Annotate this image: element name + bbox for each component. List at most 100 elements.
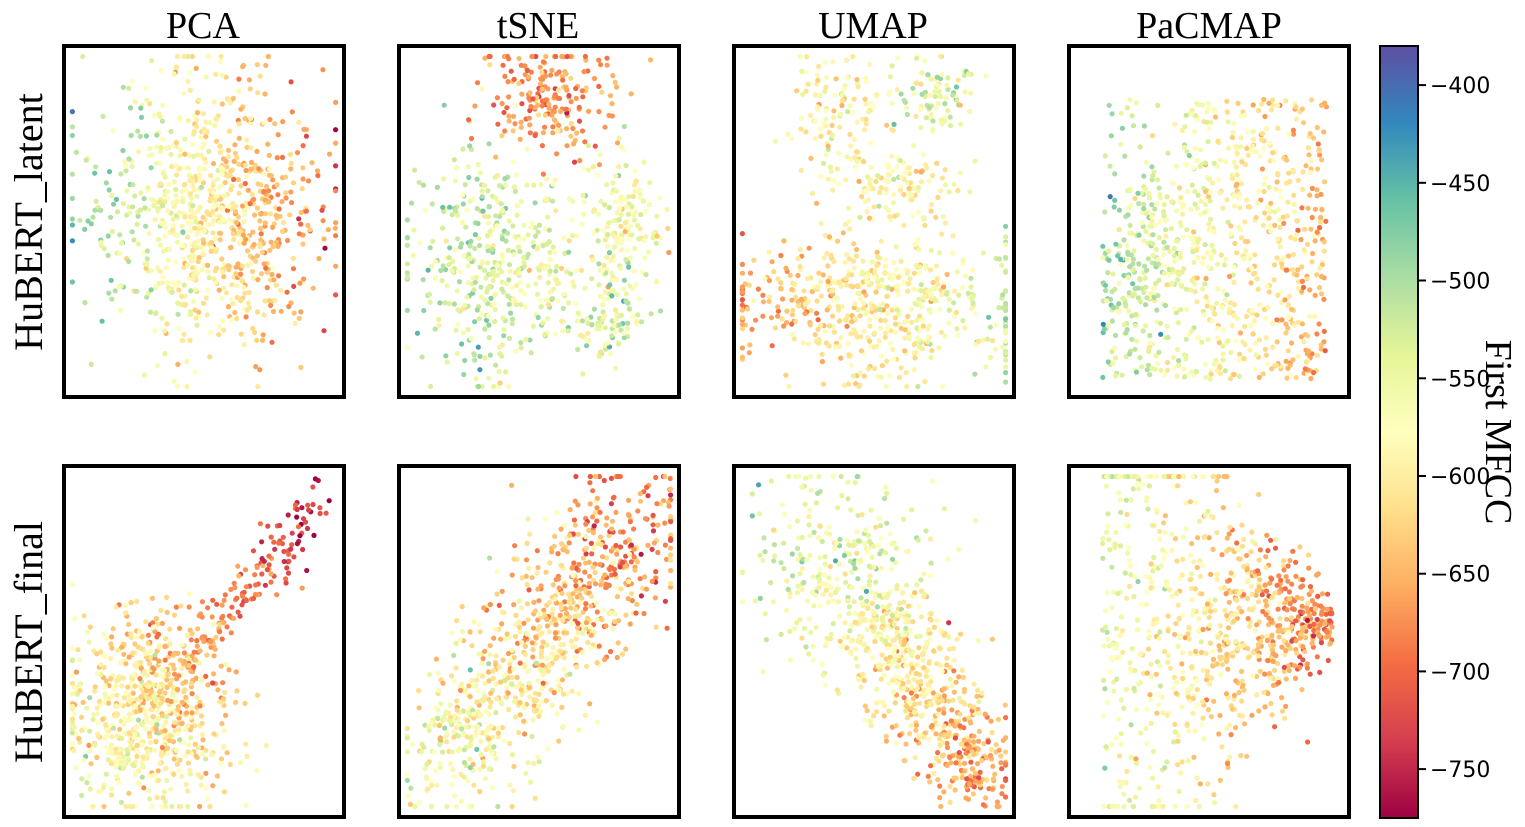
scatter-point xyxy=(139,774,145,780)
scatter-point xyxy=(494,262,501,268)
scatter-point xyxy=(829,132,835,138)
scatter-point xyxy=(224,750,230,756)
scatter-point xyxy=(583,85,589,91)
scatter-point xyxy=(205,222,211,228)
scatter-point xyxy=(1316,148,1322,154)
scatter-point xyxy=(531,761,537,767)
scatter-point xyxy=(1175,277,1181,283)
scatter-point xyxy=(614,311,620,317)
scatter-point xyxy=(525,251,531,257)
scatter-point xyxy=(279,199,285,205)
scatter-point xyxy=(1194,117,1200,123)
scatter-point xyxy=(260,563,266,569)
scatter-point xyxy=(509,321,515,327)
scatter-point xyxy=(126,156,132,162)
scatter-point xyxy=(1253,366,1259,372)
scatter-point xyxy=(207,120,213,126)
scatter-point xyxy=(915,209,921,215)
panel-frame xyxy=(732,44,1016,399)
scatter-point xyxy=(296,315,302,321)
scatter-point xyxy=(805,81,811,87)
scatter-point xyxy=(569,232,576,239)
scatter-point xyxy=(812,118,818,124)
scatter-point xyxy=(126,790,132,796)
scatter-point xyxy=(928,76,934,82)
scatter-point xyxy=(506,335,513,341)
scatter-point xyxy=(323,510,329,516)
scatter-point xyxy=(181,331,187,337)
scatter-point xyxy=(939,231,945,237)
scatter-point xyxy=(551,117,558,123)
scatter-point xyxy=(858,348,865,354)
scatter-point xyxy=(216,184,223,190)
scatter-point xyxy=(1183,286,1189,292)
scatter-point xyxy=(818,293,824,299)
scatter-point xyxy=(153,310,159,317)
scatter-point xyxy=(619,237,625,243)
scatter-point xyxy=(1100,243,1106,249)
scatter-point xyxy=(1156,349,1162,355)
scatter-point xyxy=(1171,245,1177,252)
scatter-point xyxy=(885,161,891,167)
scatter-point xyxy=(162,174,168,180)
scatter-point xyxy=(862,311,869,317)
scatter-point xyxy=(1215,138,1221,144)
scatter-point xyxy=(146,684,152,690)
scatter-point xyxy=(1289,306,1295,312)
scatter-point xyxy=(972,311,979,317)
scatter-point xyxy=(404,749,410,755)
scatter-point xyxy=(847,103,853,109)
scatter-point xyxy=(1266,100,1272,106)
scatter-point xyxy=(113,196,119,202)
scatter-point xyxy=(197,204,203,210)
scatter-point xyxy=(217,143,223,149)
scatter-point xyxy=(604,62,610,68)
scatter-point xyxy=(1129,313,1135,319)
scatter-point xyxy=(267,247,273,253)
scatter-point xyxy=(506,118,512,124)
scatter-point xyxy=(537,274,543,280)
scatter-point xyxy=(638,211,644,218)
scatter-point xyxy=(93,164,99,170)
scatter-point xyxy=(564,110,570,116)
scatter-point xyxy=(449,749,455,755)
scatter-point xyxy=(1221,288,1227,294)
scatter-point xyxy=(205,605,211,611)
scatter-point xyxy=(928,291,935,298)
scatter-point xyxy=(134,221,140,227)
scatter-point xyxy=(181,256,187,262)
scatter-point xyxy=(939,175,946,181)
scatter-point xyxy=(194,643,200,649)
scatter-point xyxy=(797,53,803,60)
scatter-point xyxy=(543,297,550,303)
scatter-point xyxy=(203,747,209,753)
scatter-point xyxy=(1125,212,1131,218)
scatter-point xyxy=(309,160,315,166)
scatter-point xyxy=(953,309,959,315)
scatter-point xyxy=(550,198,556,204)
scatter-point xyxy=(897,322,903,328)
scatter-point xyxy=(901,191,907,198)
scatter-point xyxy=(855,290,861,296)
scatter-point xyxy=(546,105,552,111)
scatter-point xyxy=(552,104,558,110)
scatter-point xyxy=(632,182,638,188)
scatter-point xyxy=(254,148,260,154)
scatter-point xyxy=(1154,177,1161,183)
scatter-point xyxy=(486,204,492,210)
scatter-point xyxy=(198,184,204,190)
scatter-point xyxy=(1153,222,1159,228)
scatter-point xyxy=(552,533,558,540)
scatter-point xyxy=(1291,201,1297,207)
scatter-point xyxy=(617,206,623,212)
scatter-point xyxy=(543,176,550,182)
scatter-point xyxy=(487,704,493,710)
scatter-point xyxy=(579,88,586,94)
scatter-point xyxy=(1109,318,1115,324)
scatter-point xyxy=(179,773,185,780)
scatter-point xyxy=(1270,344,1276,350)
scatter-point xyxy=(824,307,830,313)
scatter-point xyxy=(905,268,911,274)
scatter-point xyxy=(869,259,875,265)
scatter-point xyxy=(180,198,186,205)
